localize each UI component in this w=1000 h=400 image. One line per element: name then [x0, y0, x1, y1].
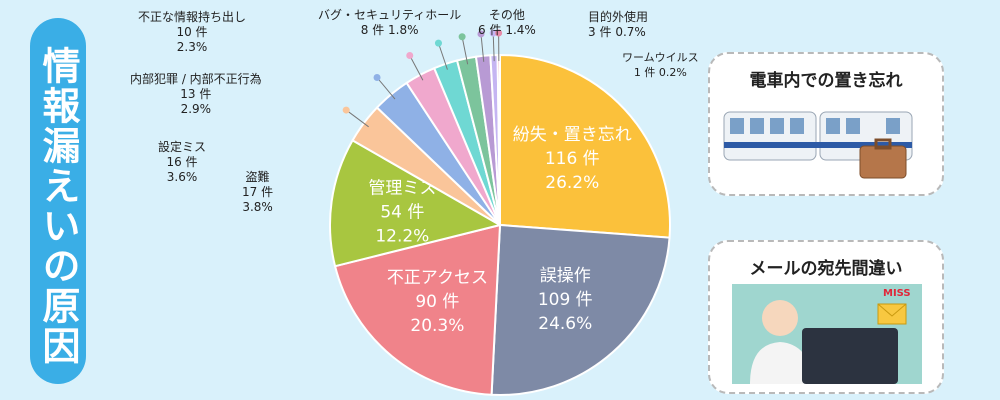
- callout-config-error: 設定ミス 16 件 3.6%: [158, 140, 207, 184]
- leader-line: [409, 55, 424, 81]
- slice-label: 管理ミス: [368, 178, 436, 198]
- leader-dot: [406, 52, 414, 60]
- leader-dot: [477, 30, 485, 38]
- callout-internal-crime: 内部犯罪 / 内部不正行為 13 件 2.9%: [130, 72, 262, 116]
- pie-slice: [329, 138, 503, 268]
- slice-label: 12.2%: [375, 226, 429, 246]
- callout-unauthorized-takeout: 不正な情報持ち出し 10 件 2.3%: [138, 10, 247, 54]
- pie-slice: [490, 223, 671, 396]
- pie-slice: [333, 223, 502, 396]
- mail-bubble-title: メールの宛先間違い: [749, 259, 903, 279]
- miss-tag: MISS: [883, 288, 911, 299]
- leader-line: [492, 33, 495, 62]
- slice-label: 20.3%: [410, 316, 464, 336]
- slice-label: 109 件: [538, 290, 593, 310]
- slice-label: 54 件: [380, 202, 424, 222]
- slice-label: 不正アクセス: [387, 268, 488, 288]
- leader-dot: [489, 29, 497, 37]
- title-pill: 情報漏えいの原因: [30, 18, 86, 384]
- chart-title: 情報漏えいの原因: [36, 46, 80, 366]
- callout-worm-virus: ワームウイルス 1 件 0.2%: [622, 51, 699, 79]
- mail-illustration: [732, 284, 922, 384]
- leader-dot: [342, 106, 350, 114]
- leader-line: [437, 42, 448, 70]
- slice-label: 紛失・置き忘れ: [513, 125, 632, 145]
- callout-bug-security-hole: バグ・セキュリティホール 8 件 1.8%: [318, 8, 462, 37]
- leader-dot: [373, 74, 381, 82]
- leader-line: [480, 33, 485, 62]
- callout-misuse: 目的外使用 3 件 0.7%: [588, 10, 649, 39]
- leader-line: [461, 36, 469, 65]
- slice-label: 26.2%: [545, 173, 599, 193]
- slice-label: 24.6%: [538, 314, 592, 334]
- leader-line: [376, 77, 396, 100]
- slice-label: 誤操作: [540, 266, 591, 286]
- slice-label: 90 件: [415, 292, 459, 312]
- train-bubble-title: 電車内での置き忘れ: [749, 71, 903, 91]
- train-bubble: 電車内での置き忘れ: [708, 52, 944, 196]
- leader-dot: [458, 33, 466, 41]
- pie-slice: [499, 53, 671, 239]
- slice-label: 116 件: [545, 149, 600, 169]
- callout-other: その他 6 件 1.4%: [478, 8, 536, 37]
- leader-dot: [434, 39, 442, 47]
- mail-bubble: メールの宛先間違い MISS: [708, 240, 944, 394]
- train-illustration: [723, 111, 913, 179]
- leader-line: [345, 109, 369, 128]
- callout-theft: 盗難 17 件 3.8%: [242, 170, 274, 214]
- leader-dot: [495, 29, 503, 37]
